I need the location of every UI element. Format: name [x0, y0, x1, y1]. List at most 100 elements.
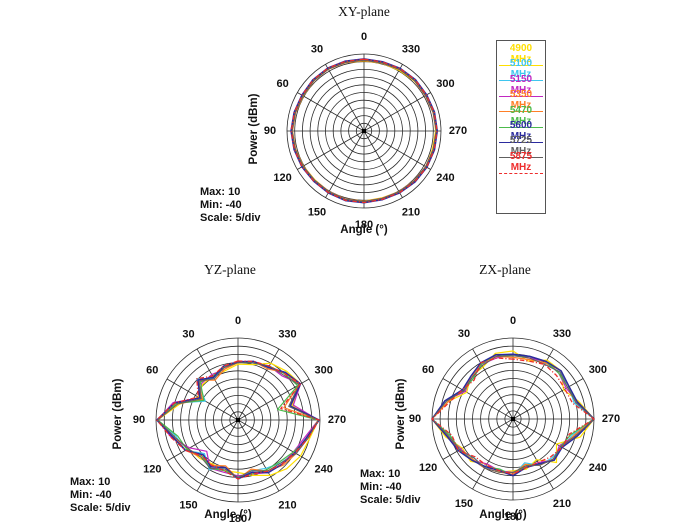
polar-grid-spoke — [442, 378, 514, 420]
angle-tick-60-yz: 60 — [146, 365, 158, 377]
legend-entry-5600-mhz: 5600 MHz — [499, 120, 543, 143]
polar-grid-spoke — [325, 64, 365, 132]
polar-grid-spoke — [512, 378, 584, 420]
polar-center-marker-zx — [511, 417, 515, 421]
angle-tick-90-xy: 90 — [264, 125, 276, 137]
polar-grid-spoke — [196, 348, 239, 421]
polar-grid-spoke — [472, 418, 514, 490]
legend-entry-4900-mhz: 4900 MHz — [499, 43, 543, 66]
angle-tick-330-xy: 330 — [402, 44, 420, 56]
polar-grid-spoke — [442, 418, 514, 460]
angle-tick-330-zx: 330 — [553, 328, 571, 340]
angle-tick-330-yz: 330 — [278, 328, 296, 340]
legend-entry-5350-mhz: 5350 MHz — [499, 89, 543, 113]
angle-tick-180-xy: 180 — [355, 219, 373, 231]
power-axis-label-yz: Power (dBm) — [112, 378, 124, 450]
angle-tick-150-yz: 150 — [179, 500, 197, 512]
legend-label: 4900 MHz — [499, 43, 543, 66]
scale-label-yz: Scale: 5/div — [70, 502, 131, 514]
angle-axis-label-yz: Angle (°) — [204, 509, 252, 521]
max-label-xy: Max: 10 — [200, 186, 241, 198]
polar-grid-spoke — [297, 92, 365, 132]
series-5875-mhz-xy — [290, 58, 438, 204]
angle-tick-180-zx: 180 — [504, 511, 522, 523]
series-5725-mhz-xy — [291, 59, 437, 202]
series-4900-mhz-zx — [431, 350, 595, 473]
legend-label: 5150 MHz — [499, 74, 543, 97]
angle-tick-270-yz: 270 — [328, 414, 346, 426]
angle-axis-label-xy: Angle (°) — [340, 224, 388, 236]
series-5875-mhz-yz — [156, 360, 320, 480]
min-label-yz: Min: -40 — [70, 489, 112, 501]
polar-grid-zx — [431, 337, 595, 501]
scale-label-zx: Scale: 5/div — [360, 494, 421, 506]
polar-grid-spoke — [166, 419, 239, 462]
angle-axis-label-zx: Angle (°) — [479, 509, 527, 521]
angle-tick-300-zx: 300 — [589, 364, 607, 376]
angle-tick-60-xy: 60 — [276, 78, 288, 90]
legend-label: 5725 MHz — [499, 135, 543, 159]
angle-tick-60-zx: 60 — [422, 364, 434, 376]
min-label-zx: Min: -40 — [360, 481, 402, 493]
polar-grid-spoke — [363, 64, 403, 132]
polar-grid-spoke — [512, 418, 584, 460]
plot-title-yz: YZ-plane — [204, 262, 256, 277]
max-label-yz: Max: 10 — [70, 476, 111, 488]
angle-tick-0-zx: 0 — [510, 315, 516, 327]
min-label-xy: Min: -40 — [200, 199, 242, 211]
legend-entry-5875-mhz: 5875 MHz — [499, 151, 543, 174]
angle-tick-210-yz: 210 — [278, 500, 296, 512]
scale-label-xy: Scale: 5/div — [200, 212, 261, 224]
angle-tick-180-yz: 180 — [229, 513, 247, 525]
polar-grid-spoke — [325, 130, 365, 198]
angle-tick-270-xy: 270 — [449, 125, 467, 137]
series-5600-mhz-zx — [431, 353, 595, 477]
legend-entry-5725-mhz: 5725 MHz — [499, 135, 543, 159]
scale-info-xy: Max: 10 Min: -40 Scale: 5/div — [200, 186, 261, 225]
series-5875-mhz-zx — [431, 357, 595, 475]
polar-grid-spoke — [363, 92, 431, 132]
angle-tick-150-zx: 150 — [455, 498, 473, 510]
angle-tick-0-xy: 0 — [361, 31, 367, 43]
polar-grid-spoke — [237, 419, 280, 492]
angle-tick-90-yz: 90 — [133, 414, 145, 426]
polar-grid-spoke — [363, 130, 403, 198]
angle-tick-240-xy: 240 — [436, 172, 454, 184]
angle-tick-210-xy: 210 — [402, 206, 420, 218]
angle-tick-120-zx: 120 — [419, 462, 437, 474]
legend-entry-5470-mhz: 5470 MHz — [499, 105, 543, 128]
power-axis-label-zx: Power (dBm) — [395, 378, 407, 450]
angle-tick-30-xy: 30 — [311, 44, 323, 56]
angle-tick-270-zx: 270 — [602, 413, 620, 425]
polar-grid-spoke — [512, 418, 554, 490]
angle-tick-300-yz: 300 — [315, 365, 333, 377]
angle-tick-210-zx: 210 — [553, 498, 571, 510]
legend-label: 5350 MHz — [499, 89, 543, 113]
angle-tick-90-zx: 90 — [409, 413, 421, 425]
legend-label: 5470 MHz — [499, 105, 543, 128]
max-label-zx: Max: 10 — [360, 468, 401, 480]
scale-info-yz: Max: 10 Min: -40 Scale: 5/div — [70, 476, 131, 515]
legend-label: 5600 MHz — [499, 120, 543, 143]
polar-grid-spoke — [237, 348, 280, 421]
polar-center-marker-yz — [236, 418, 240, 422]
plot-title-zx: ZX-plane — [479, 262, 531, 277]
polar-grid-spoke — [472, 348, 514, 420]
legend-label: 5875 MHz — [499, 151, 543, 174]
angle-tick-30-zx: 30 — [458, 328, 470, 340]
polar-grid-spoke — [297, 130, 365, 170]
angle-tick-300-xy: 300 — [436, 78, 454, 90]
polar-grid-spoke — [237, 419, 310, 462]
scale-info-zx: Max: 10 Min: -40 Scale: 5/div — [360, 468, 421, 507]
plot-title-xy: XY-plane — [338, 4, 390, 19]
angle-tick-150-xy: 150 — [308, 206, 326, 218]
polar-grid-spoke — [363, 130, 431, 170]
angle-tick-120-xy: 120 — [273, 172, 291, 184]
series-5725-mhz-zx — [431, 355, 595, 473]
legend-box: 4900 MHz 5100 MHz 5150 MHz 5350 MHz 5470 MHz… — [496, 40, 546, 214]
polar-grid-spoke — [196, 419, 239, 492]
legend-entry-5100-mhz: 5100 MHz — [499, 58, 543, 82]
legend-label: 5100 MHz — [499, 58, 543, 82]
